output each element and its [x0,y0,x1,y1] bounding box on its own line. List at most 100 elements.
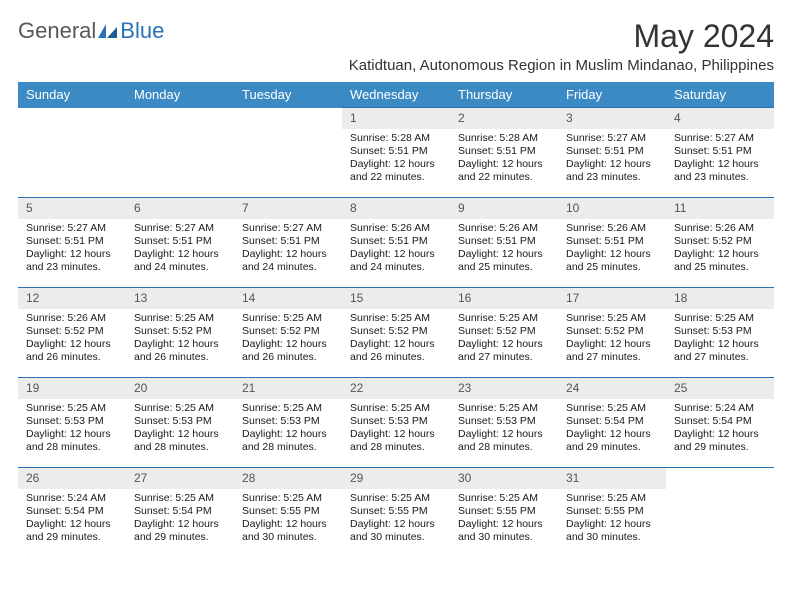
sunset-text: Sunset: 5:54 PM [566,415,660,428]
sunrise-text: Sunrise: 5:25 AM [674,312,768,325]
calendar-cell: 14Sunrise: 5:25 AMSunset: 5:52 PMDayligh… [234,288,342,378]
sunset-text: Sunset: 5:51 PM [350,145,444,158]
sunrise-text: Sunrise: 5:25 AM [134,492,228,505]
sunset-text: Sunset: 5:53 PM [674,325,768,338]
sunrise-text: Sunrise: 5:26 AM [566,222,660,235]
day-header-row: Sunday Monday Tuesday Wednesday Thursday… [18,82,774,108]
calendar-week-row: 1Sunrise: 5:28 AMSunset: 5:51 PMDaylight… [18,108,774,198]
daylight-text: Daylight: 12 hours [458,158,552,171]
daylight-text: and 30 minutes. [458,531,552,544]
daylight-text: and 25 minutes. [674,261,768,274]
sunset-text: Sunset: 5:51 PM [566,235,660,248]
calendar-cell: 11Sunrise: 5:26 AMSunset: 5:52 PMDayligh… [666,198,774,288]
daylight-text: and 26 minutes. [134,351,228,364]
day-header: Monday [126,82,234,108]
daylight-text: Daylight: 12 hours [566,428,660,441]
daylight-text: and 25 minutes. [566,261,660,274]
sunrise-text: Sunrise: 5:25 AM [458,492,552,505]
calendar-cell: 25Sunrise: 5:24 AMSunset: 5:54 PMDayligh… [666,378,774,468]
calendar-cell: 19Sunrise: 5:25 AMSunset: 5:53 PMDayligh… [18,378,126,468]
daylight-text: Daylight: 12 hours [242,518,336,531]
day-number: 11 [666,198,774,219]
sunrise-text: Sunrise: 5:25 AM [26,402,120,415]
calendar-week-row: 12Sunrise: 5:26 AMSunset: 5:52 PMDayligh… [18,288,774,378]
calendar-body: 1Sunrise: 5:28 AMSunset: 5:51 PMDaylight… [18,108,774,558]
day-number: 25 [666,378,774,399]
sunset-text: Sunset: 5:52 PM [134,325,228,338]
sunset-text: Sunset: 5:53 PM [242,415,336,428]
day-number: 20 [126,378,234,399]
sunset-text: Sunset: 5:51 PM [458,145,552,158]
daylight-text: Daylight: 12 hours [26,518,120,531]
calendar-cell: 1Sunrise: 5:28 AMSunset: 5:51 PMDaylight… [342,108,450,198]
day-number: 23 [450,378,558,399]
calendar-cell [234,108,342,198]
day-number: 19 [18,378,126,399]
sunrise-text: Sunrise: 5:25 AM [458,402,552,415]
daylight-text: and 29 minutes. [134,531,228,544]
sunset-text: Sunset: 5:51 PM [350,235,444,248]
day-header: Thursday [450,82,558,108]
daylight-text: Daylight: 12 hours [458,428,552,441]
daylight-text: and 30 minutes. [566,531,660,544]
sunrise-text: Sunrise: 5:25 AM [134,312,228,325]
sunset-text: Sunset: 5:52 PM [26,325,120,338]
daylight-text: and 30 minutes. [242,531,336,544]
sunset-text: Sunset: 5:53 PM [350,415,444,428]
calendar-cell: 7Sunrise: 5:27 AMSunset: 5:51 PMDaylight… [234,198,342,288]
calendar-cell: 6Sunrise: 5:27 AMSunset: 5:51 PMDaylight… [126,198,234,288]
daylight-text: and 29 minutes. [674,441,768,454]
sunset-text: Sunset: 5:53 PM [134,415,228,428]
daylight-text: and 27 minutes. [458,351,552,364]
sunrise-text: Sunrise: 5:25 AM [566,492,660,505]
daylight-text: Daylight: 12 hours [242,428,336,441]
day-number: 17 [558,288,666,309]
day-number: 27 [126,468,234,489]
calendar-cell: 10Sunrise: 5:26 AMSunset: 5:51 PMDayligh… [558,198,666,288]
daylight-text: Daylight: 12 hours [350,428,444,441]
daylight-text: and 22 minutes. [458,171,552,184]
sunset-text: Sunset: 5:51 PM [566,145,660,158]
calendar-table: Sunday Monday Tuesday Wednesday Thursday… [18,82,774,558]
calendar-cell: 24Sunrise: 5:25 AMSunset: 5:54 PMDayligh… [558,378,666,468]
daylight-text: Daylight: 12 hours [566,248,660,261]
day-number: 12 [18,288,126,309]
daylight-text: and 27 minutes. [566,351,660,364]
calendar-cell: 18Sunrise: 5:25 AMSunset: 5:53 PMDayligh… [666,288,774,378]
day-number: 4 [666,108,774,129]
day-number: 13 [126,288,234,309]
daylight-text: Daylight: 12 hours [566,158,660,171]
sunset-text: Sunset: 5:51 PM [458,235,552,248]
calendar-cell: 30Sunrise: 5:25 AMSunset: 5:55 PMDayligh… [450,468,558,558]
calendar-cell: 28Sunrise: 5:25 AMSunset: 5:55 PMDayligh… [234,468,342,558]
calendar-cell: 5Sunrise: 5:27 AMSunset: 5:51 PMDaylight… [18,198,126,288]
day-number: 30 [450,468,558,489]
calendar-cell: 20Sunrise: 5:25 AMSunset: 5:53 PMDayligh… [126,378,234,468]
day-number: 14 [234,288,342,309]
sail-icon [98,24,118,38]
sunrise-text: Sunrise: 5:25 AM [350,492,444,505]
daylight-text: Daylight: 12 hours [242,338,336,351]
daylight-text: and 29 minutes. [26,531,120,544]
day-number: 9 [450,198,558,219]
day-number: 31 [558,468,666,489]
calendar-cell: 3Sunrise: 5:27 AMSunset: 5:51 PMDaylight… [558,108,666,198]
daylight-text: Daylight: 12 hours [350,338,444,351]
daylight-text: Daylight: 12 hours [674,338,768,351]
daylight-text: and 30 minutes. [350,531,444,544]
day-number: 28 [234,468,342,489]
daylight-text: and 28 minutes. [458,441,552,454]
daylight-text: and 28 minutes. [242,441,336,454]
calendar-cell: 31Sunrise: 5:25 AMSunset: 5:55 PMDayligh… [558,468,666,558]
daylight-text: Daylight: 12 hours [134,518,228,531]
sunset-text: Sunset: 5:54 PM [134,505,228,518]
sunrise-text: Sunrise: 5:28 AM [458,132,552,145]
sunset-text: Sunset: 5:51 PM [134,235,228,248]
daylight-text: Daylight: 12 hours [134,428,228,441]
sunset-text: Sunset: 5:52 PM [566,325,660,338]
calendar-cell: 12Sunrise: 5:26 AMSunset: 5:52 PMDayligh… [18,288,126,378]
calendar-cell: 16Sunrise: 5:25 AMSunset: 5:52 PMDayligh… [450,288,558,378]
sunrise-text: Sunrise: 5:27 AM [674,132,768,145]
calendar-cell: 4Sunrise: 5:27 AMSunset: 5:51 PMDaylight… [666,108,774,198]
daylight-text: Daylight: 12 hours [134,248,228,261]
